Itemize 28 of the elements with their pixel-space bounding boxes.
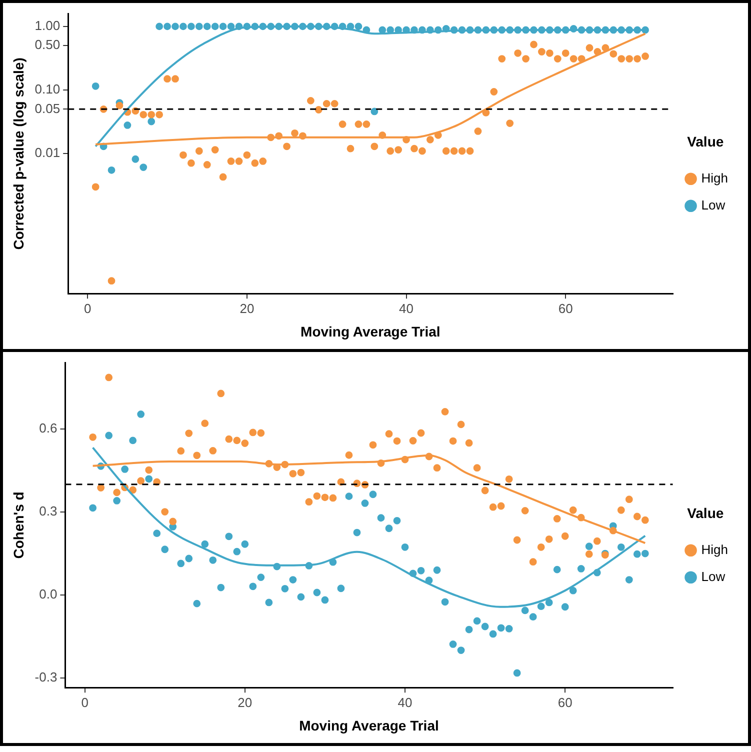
y-tick-label: 0.05	[34, 100, 60, 116]
x-tick-label: 60	[558, 694, 572, 710]
x-axis-title: Moving Average Trial	[300, 323, 440, 340]
legend-label: Low	[701, 568, 726, 584]
legend-label: High	[701, 170, 728, 186]
y-tick-label: 0.3	[39, 504, 58, 519]
y-tick-label: 0.6	[39, 420, 58, 436]
x-tick-label: 40	[398, 694, 412, 710]
y-tick-label: 0.50	[34, 37, 60, 52]
line-series	[92, 454, 646, 544]
x-tick-label: 20	[240, 300, 254, 316]
y-axis-title: Cohen's d	[10, 492, 26, 559]
y-axis-title: Corrected p-value (log scale)	[10, 58, 26, 250]
y-tick-label: 0.01	[34, 145, 60, 160]
y-tick-label: 1.00	[34, 18, 60, 34]
legend-title: Value	[687, 504, 724, 521]
legend-label: Low	[701, 197, 726, 212]
x-axis-title: Moving Average Trial	[299, 717, 439, 734]
x-tick-label: 60	[558, 300, 573, 316]
x-tick-label: 0	[81, 694, 88, 710]
y-tick-label: -0.3	[34, 670, 58, 685]
x-tick-label: 0	[84, 300, 92, 316]
x-tick-label: 20	[238, 694, 252, 710]
y-tick-label: 0.10	[34, 82, 60, 97]
legend-title: Value	[687, 133, 724, 150]
legend-label: High	[701, 542, 728, 557]
x-tick-label: 40	[399, 300, 414, 316]
y-tick-label: 0.0	[39, 586, 58, 602]
